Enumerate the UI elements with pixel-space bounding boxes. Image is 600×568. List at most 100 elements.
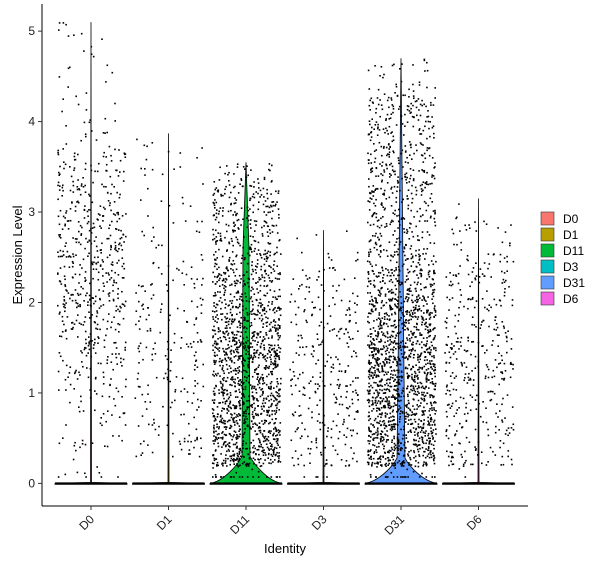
point-D31: [376, 350, 379, 352]
point-D31: [370, 449, 372, 451]
point-D11: [219, 291, 221, 293]
point-D31: [416, 408, 418, 410]
point-D11: [261, 308, 264, 311]
point-D31: [397, 442, 400, 445]
point-D1: [176, 307, 179, 310]
point-D11: [257, 304, 260, 307]
point-D31: [373, 339, 375, 341]
point-D31: [398, 208, 400, 211]
point-D1: [181, 377, 184, 380]
point-D11: [268, 373, 270, 376]
point-D31: [385, 163, 387, 166]
point-D31: [426, 402, 428, 405]
point-D11: [249, 357, 252, 359]
point-D11: [244, 428, 246, 430]
point-D1: [147, 187, 149, 190]
point-D31: [398, 274, 400, 276]
point-D31: [419, 358, 421, 361]
point-D11: [214, 283, 217, 285]
point-D0: [87, 345, 90, 347]
point-D31: [416, 308, 419, 311]
point-D11: [274, 321, 277, 323]
point-D31: [424, 387, 426, 390]
point-D31: [417, 353, 419, 356]
point-D31: [388, 424, 390, 426]
point-D0: [90, 169, 93, 172]
point-D0: [102, 215, 104, 217]
point-D11: [262, 440, 265, 443]
point-D11: [274, 413, 276, 415]
point-D11: [240, 316, 242, 319]
point-D11: [247, 174, 249, 177]
point-D11: [268, 163, 271, 165]
point-D11: [213, 459, 216, 462]
point-D11: [232, 435, 234, 438]
point-D31: [413, 431, 416, 433]
point-D11: [252, 331, 255, 334]
point-D11: [218, 433, 220, 435]
point-D11: [260, 405, 263, 408]
point-D11: [258, 354, 260, 356]
point-D3: [346, 427, 349, 430]
point-D31: [389, 117, 392, 119]
point-D0: [87, 255, 89, 257]
point-D11: [254, 240, 257, 243]
point-D11: [258, 380, 260, 382]
point-D31: [406, 387, 409, 390]
point-D11: [271, 373, 274, 376]
point-D11: [277, 344, 279, 346]
point-D11: [263, 309, 266, 312]
point-D11: [250, 248, 252, 251]
point-D11: [235, 268, 238, 271]
point-D31: [428, 318, 431, 320]
point-D0: [83, 121, 86, 124]
point-D0: [113, 342, 115, 344]
point-D11: [237, 307, 239, 309]
point-D11: [232, 229, 234, 231]
point-D11: [252, 211, 254, 214]
point-D31: [367, 391, 370, 393]
point-D11: [252, 439, 255, 442]
point-D11: [246, 476, 249, 478]
point-D11: [222, 431, 224, 433]
point-D11: [245, 353, 247, 355]
point-D31: [421, 440, 424, 443]
point-D31: [435, 428, 437, 430]
point-D3: [320, 321, 323, 323]
point-D31: [431, 431, 434, 434]
point-D3: [343, 333, 346, 335]
point-D31: [431, 424, 434, 426]
point-D31: [401, 463, 404, 465]
point-D31: [388, 151, 391, 153]
point-D31: [401, 437, 404, 440]
point-D31: [424, 435, 426, 437]
point-D31: [394, 467, 396, 469]
point-D31: [413, 413, 416, 415]
point-D11: [212, 454, 215, 457]
point-D11: [239, 355, 241, 357]
point-D31: [403, 134, 405, 136]
point-D11: [239, 414, 241, 416]
point-D31: [401, 201, 403, 203]
point-D31: [421, 366, 424, 369]
point-D11: [234, 385, 236, 387]
point-D11: [218, 279, 220, 282]
point-D0: [72, 191, 75, 193]
point-D11: [212, 281, 214, 283]
point-D0: [59, 255, 62, 258]
point-D31: [393, 416, 395, 418]
point-D31: [392, 355, 395, 358]
point-D0: [61, 195, 63, 197]
point-D31: [399, 241, 402, 243]
point-D31: [371, 167, 374, 169]
point-D31: [393, 442, 396, 445]
point-D11: [271, 344, 273, 347]
point-D31: [434, 385, 436, 387]
point-D31: [424, 372, 426, 375]
point-D31: [387, 464, 389, 466]
point-D1: [188, 434, 191, 437]
point-D31: [425, 183, 428, 185]
point-D31: [423, 395, 426, 398]
point-D11: [226, 321, 228, 323]
point-D31: [428, 314, 431, 316]
